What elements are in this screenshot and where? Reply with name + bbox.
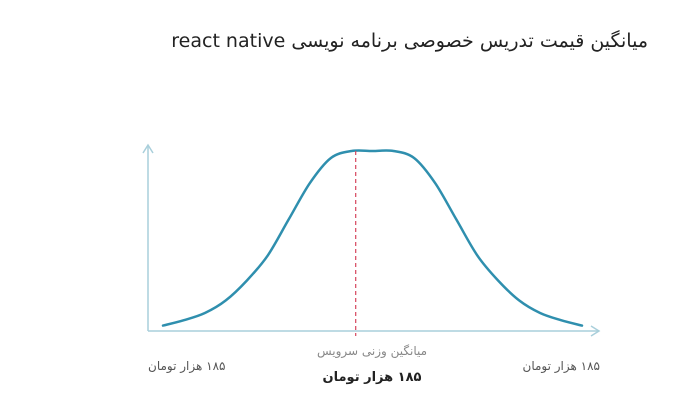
distribution-curve [161,149,584,327]
page-title: میانگین قیمت تدریس خصوصی برنامه نویسی re… [171,30,648,52]
y-axis-arrow [142,143,154,154]
x-axis-arrow [590,325,601,337]
weighted-average-value: ۱۸۵ هزار تومان [322,370,422,385]
right-price-label: ۱۸۵ هزار تومان [522,359,601,373]
weighted-average-caption: میانگین وزنی سرویس [316,344,428,358]
left-price-label: ۱۸۵ هزار تومان [148,359,226,373]
